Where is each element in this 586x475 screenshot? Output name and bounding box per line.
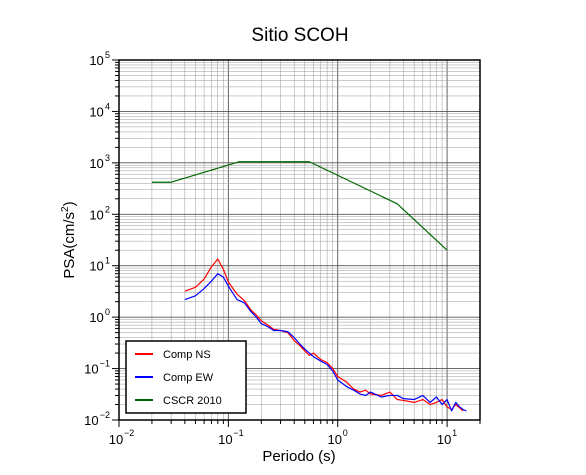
y-tick-base: 10 (84, 362, 98, 377)
chart-title: Sitio SCOH (251, 25, 348, 46)
x-tick-exponent: 1 (452, 428, 457, 438)
y-tick-exponent: 2 (105, 204, 110, 214)
y-tick-base: 10 (89, 53, 103, 68)
x-tick-base: 10 (109, 432, 123, 447)
series-line-1 (184, 273, 467, 412)
legend-items: Comp NS Comp EW CSCR 2010 (135, 349, 222, 407)
y-tick-label: 310 (89, 153, 110, 171)
y-axis-label: PSA(cm/s2) (60, 201, 78, 278)
y-tick-label: 410 (89, 101, 110, 119)
x-tick-base: 10 (327, 432, 341, 447)
x-tick-label: 10 −1 (218, 428, 244, 447)
x-tick-label: 10 −2 (109, 428, 135, 447)
y-tick-exponent: 0 (105, 307, 110, 317)
series-line-2 (151, 161, 448, 251)
y-tick-label: −110 (84, 359, 110, 377)
legend: Comp NS Comp EW CSCR 2010 (125, 340, 247, 414)
axis-ticks (112, 59, 481, 427)
y-tick-base: 10 (89, 310, 103, 325)
y-tick-exponent: 3 (105, 153, 110, 163)
series-lines (151, 161, 467, 412)
legend-label: Comp NS (163, 349, 211, 361)
legend-label: Comp EW (163, 372, 214, 384)
x-tick-exponent: −1 (233, 428, 243, 438)
y-tick-base: 10 (89, 104, 103, 119)
y-tick-base: 10 (89, 207, 103, 222)
x-axis-label: Periodo (s) (262, 448, 335, 465)
y-tick-exponent: 4 (105, 101, 110, 111)
y-tick-label: 010 (89, 307, 110, 325)
y-tick-base: 10 (89, 259, 103, 274)
y-tick-label: 510 (89, 50, 110, 68)
y-tick-exponent: 1 (105, 256, 110, 266)
grid (118, 59, 481, 421)
x-tick-exponent: 0 (343, 428, 348, 438)
legend-item: Comp NS (135, 349, 211, 361)
legend-item: Comp EW (135, 372, 214, 384)
y-tick-exponent: 5 (105, 50, 110, 60)
x-tick-exponent: −2 (124, 428, 134, 438)
y-tick-base: 10 (84, 413, 98, 428)
y-tick-label: 210 (89, 204, 110, 222)
x-tick-label: 10 0 (327, 428, 347, 447)
y-tick-label: −210 (84, 410, 110, 428)
legend-item: CSCR 2010 (135, 395, 222, 407)
x-tick-base: 10 (218, 432, 232, 447)
x-tick-label: 10 1 (437, 428, 457, 447)
y-tick-exponent: −1 (100, 359, 110, 369)
x-tick-base: 10 (437, 432, 451, 447)
series-line-0 (184, 258, 464, 412)
x-tick-labels: 10 −2 10 −1 10 0 10 1 (109, 428, 457, 447)
y-tick-base: 10 (89, 156, 103, 171)
y-tick-exponent: −2 (100, 410, 110, 420)
y-tick-label: 110 (89, 256, 110, 274)
plot-frame (118, 59, 481, 421)
legend-label: CSCR 2010 (163, 395, 222, 407)
